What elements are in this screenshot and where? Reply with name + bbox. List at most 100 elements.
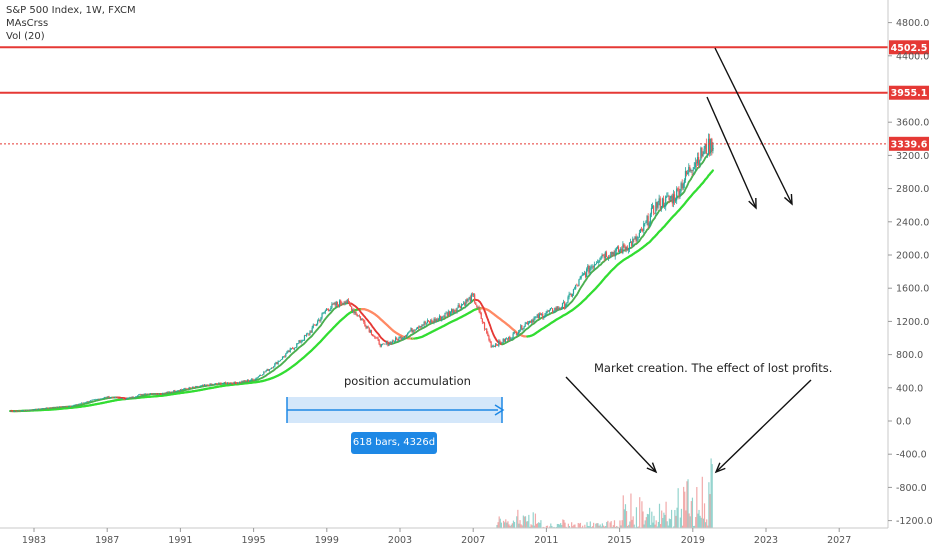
candle-body [494,344,497,347]
candle-body [710,138,712,153]
price-tick-label: 800.0 [896,350,923,361]
accumulation-note: position accumulation [344,374,471,388]
volume-bar [565,526,567,528]
volume-bar [500,522,502,528]
candle-body [600,257,602,260]
candle-body [64,406,66,407]
volume-bar [511,523,513,528]
candle-body [362,318,364,320]
candle-body [319,319,321,321]
candle-body [554,308,556,312]
candle-body [88,401,90,402]
candle-body [211,384,213,385]
candle-body [475,302,477,305]
candle-body [275,362,277,364]
time-tick-label: 2019 [681,535,705,546]
volume-bar [659,524,662,528]
candle-body [635,236,637,242]
candle-body [434,318,436,322]
candle-body [493,346,496,347]
candle-body [71,406,73,407]
candle-body [576,284,578,286]
candle-body [447,311,449,316]
candle-body [657,202,659,208]
volume-bar [631,519,633,528]
candle-body [444,312,446,318]
candle-body [197,386,199,387]
price-tick-label: 2800.0 [896,184,929,195]
candle-body [242,381,244,382]
range-arrow-head [494,404,505,416]
candle-body [351,306,353,312]
volume-bar [642,511,644,528]
candle-body [267,369,269,371]
volume-bar [656,526,658,528]
volume-bar [710,458,712,528]
candle-body [31,409,33,411]
candle-body [336,302,339,305]
candle-body [104,397,106,398]
candle-body [313,324,315,326]
candle-body [414,329,416,331]
candle-body [94,399,96,400]
candle-body [176,390,178,392]
indicator-label-mascrss[interactable]: MAsCrss [6,18,49,29]
volume-bar [563,520,565,528]
candle-body [108,396,110,398]
volume-bar [602,525,605,528]
candle-body [60,406,62,408]
indicator-label-volume[interactable]: Vol (20) [6,31,45,42]
annotation-arrow-line [565,376,657,473]
volume-bar [510,524,512,528]
candle-body [155,393,157,395]
level-price-tag [889,136,929,151]
candle-body [683,179,685,184]
candle-body [582,273,584,275]
candle-body [214,383,217,384]
annotation-arrows [565,47,812,474]
candle-body [314,325,317,326]
candle-body [647,216,649,226]
candle-body [547,311,549,312]
level-price-label: 3339.6 [891,139,928,150]
candle-body [631,241,633,246]
candle-body [438,315,441,319]
candle-body [384,343,386,345]
candle-body [360,318,363,320]
candle-body [521,325,523,330]
candle-body [216,383,218,384]
candle-body [309,331,311,335]
candle-body [16,411,18,412]
date-range-tool[interactable] [286,397,505,423]
price-tick-label: 4800.0 [896,18,929,29]
candle-body [18,410,20,412]
candle-body [46,407,49,409]
candle-body [560,307,563,309]
candle-body [318,319,320,322]
candle-body [463,302,465,305]
candle-body [634,236,636,239]
price-axis[interactable]: 4800.0 4400.0 3600.0 3200.0 2800.0 2400.0 2000… [887,0,932,528]
volume-bar [665,501,667,528]
candle-body [62,406,64,408]
candle-body [343,303,345,305]
candle-body [22,410,24,411]
candle-body [513,332,515,334]
candle-body [552,308,554,313]
horizontal-levels[interactable]: 4502.5 3955.1 3339.6 [0,40,929,151]
time-axis[interactable]: 1983 1987 1991 1995 1999 2003 2007 2011 2015 2019… [0,527,888,546]
candle-body [237,382,240,384]
volume-bar [696,487,698,528]
volume-bar [650,524,652,528]
candle-body [684,171,687,180]
candle-body [162,393,164,395]
candle-body [563,302,565,303]
volume-bar [538,522,540,528]
volume-bar [684,491,686,528]
symbol-title[interactable]: S&P 500 Index, 1W, FXCM [6,5,136,16]
candle-body [502,338,504,343]
time-tick-label: 2023 [754,535,778,546]
price-tick-label: 2400.0 [896,217,929,228]
volume-bar [667,525,669,528]
